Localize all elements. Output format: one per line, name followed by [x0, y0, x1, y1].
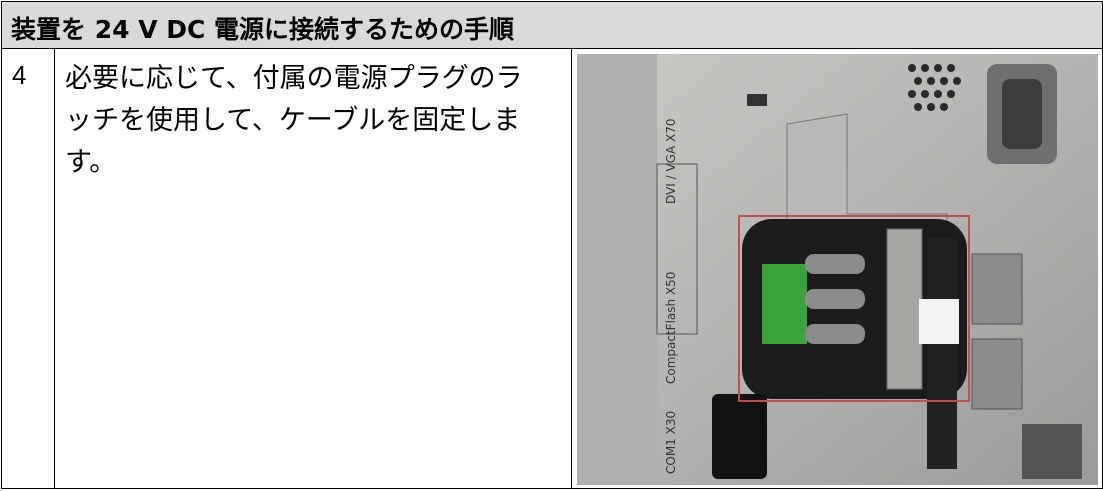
- cf-slot: [656, 163, 698, 335]
- wire: [805, 324, 865, 344]
- db9-socket: [1002, 79, 1042, 149]
- highlight-frame: [738, 215, 970, 402]
- side-panel: [577, 54, 657, 485]
- usb-port: [971, 338, 1023, 410]
- power-switch: [712, 394, 767, 479]
- cable: [927, 239, 957, 469]
- wire: [805, 254, 865, 274]
- device-photo: DVI / VGA X70 CompactFlash X50 COM1 X30: [577, 54, 1098, 485]
- ethernet-port: [1022, 424, 1082, 479]
- step-number: 4: [12, 60, 27, 90]
- instruction-cell: 必要に応じて、付属の電源プラグのラッチを使用して、ケーブルを固定します。: [55, 48, 572, 488]
- usb-port: [971, 253, 1023, 325]
- table-row: 4 必要に応じて、付属の電源プラグのラッチを使用して、ケーブルを固定します。: [1, 48, 1103, 489]
- port-label: CompactFlash X50: [664, 272, 678, 384]
- wire: [805, 289, 865, 309]
- port-label: DVI / VGA X70: [664, 119, 678, 204]
- latch: [886, 228, 923, 390]
- green-plug: [762, 264, 807, 344]
- port-label: COM1 X30: [664, 411, 678, 474]
- table-title: 装置を 24 V DC 電源に接続するための手順: [11, 15, 515, 44]
- cable-tie: [919, 299, 959, 344]
- table-header: 装置を 24 V DC 電源に接続するための手順: [1, 1, 1103, 49]
- step-cell: 4: [2, 48, 55, 488]
- instruction-text: 必要に応じて、付属の電源プラグのラッチを使用して、ケーブルを固定します。: [65, 63, 523, 178]
- slot: [747, 94, 767, 106]
- vent-holes: [908, 64, 961, 111]
